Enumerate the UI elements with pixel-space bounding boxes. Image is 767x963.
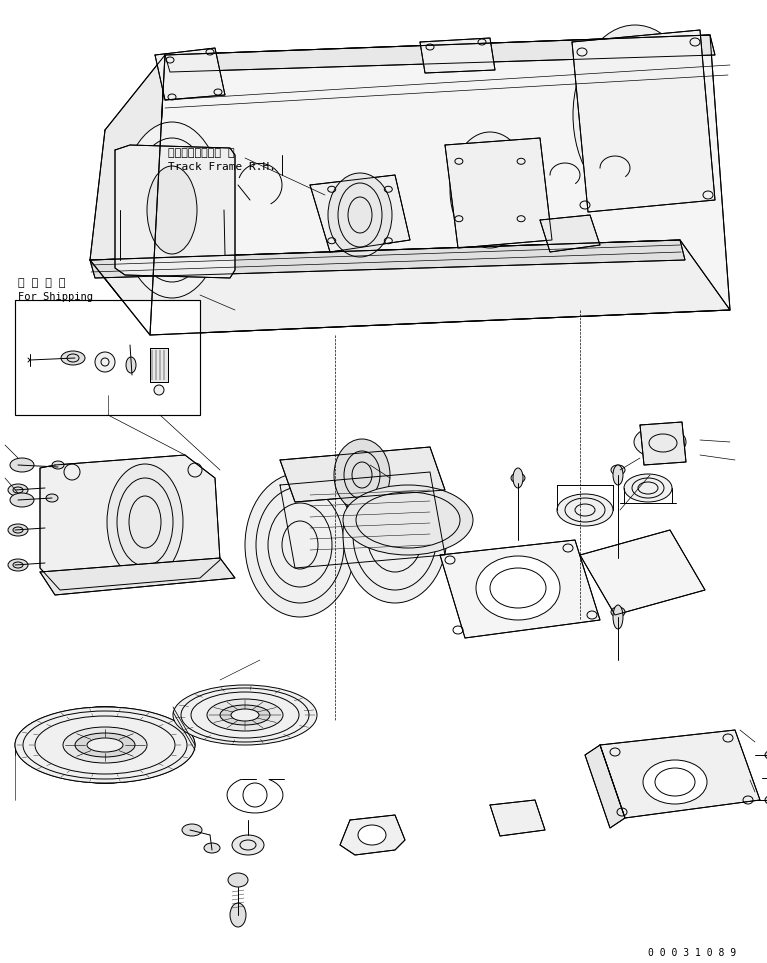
Polygon shape	[155, 48, 225, 100]
Ellipse shape	[173, 685, 317, 745]
Ellipse shape	[207, 699, 283, 731]
Ellipse shape	[220, 705, 270, 725]
Polygon shape	[150, 348, 168, 382]
Ellipse shape	[126, 357, 136, 373]
Polygon shape	[440, 540, 600, 638]
Ellipse shape	[182, 824, 202, 836]
Polygon shape	[115, 145, 235, 278]
Polygon shape	[490, 800, 545, 836]
Ellipse shape	[232, 835, 264, 855]
Ellipse shape	[511, 473, 525, 483]
Ellipse shape	[643, 760, 707, 804]
Ellipse shape	[624, 474, 672, 502]
Polygon shape	[310, 175, 410, 252]
Ellipse shape	[8, 559, 28, 571]
Text: For Shipping: For Shipping	[18, 292, 93, 302]
Polygon shape	[280, 472, 445, 568]
Ellipse shape	[87, 738, 123, 752]
Ellipse shape	[15, 707, 195, 783]
Polygon shape	[540, 215, 600, 252]
Text: Track Frame R.H.: Track Frame R.H.	[168, 162, 276, 172]
Ellipse shape	[46, 494, 58, 502]
Ellipse shape	[120, 122, 224, 298]
Ellipse shape	[613, 465, 623, 485]
Ellipse shape	[634, 426, 686, 458]
Ellipse shape	[228, 873, 248, 887]
Ellipse shape	[52, 461, 64, 469]
Ellipse shape	[765, 750, 767, 760]
Ellipse shape	[10, 458, 34, 472]
Ellipse shape	[450, 132, 530, 248]
Ellipse shape	[765, 795, 767, 805]
Text: 運  搜  部  品: 運 搜 部 品	[18, 278, 65, 288]
Circle shape	[154, 385, 164, 395]
Polygon shape	[150, 35, 730, 335]
Ellipse shape	[8, 524, 28, 536]
Circle shape	[95, 352, 115, 372]
Ellipse shape	[107, 464, 183, 580]
Ellipse shape	[328, 173, 392, 257]
Polygon shape	[165, 35, 715, 72]
Bar	[15, 300, 200, 415]
Ellipse shape	[75, 733, 135, 757]
Polygon shape	[640, 422, 686, 465]
Ellipse shape	[245, 473, 355, 617]
Ellipse shape	[573, 25, 697, 205]
Ellipse shape	[231, 709, 259, 721]
Ellipse shape	[334, 439, 390, 511]
Polygon shape	[445, 138, 552, 248]
Polygon shape	[572, 30, 715, 212]
Ellipse shape	[476, 556, 560, 620]
Ellipse shape	[147, 166, 197, 254]
Text: トラックフレーム  右: トラックフレーム 右	[168, 148, 235, 158]
Ellipse shape	[613, 605, 623, 629]
Ellipse shape	[513, 468, 523, 488]
Polygon shape	[600, 730, 760, 818]
Polygon shape	[585, 745, 625, 828]
Polygon shape	[280, 447, 445, 502]
Ellipse shape	[358, 825, 386, 845]
Polygon shape	[90, 240, 685, 278]
Polygon shape	[580, 530, 705, 615]
Polygon shape	[90, 55, 165, 335]
Ellipse shape	[343, 467, 447, 603]
Text: 0 0 0 3 1 0 8 9: 0 0 0 3 1 0 8 9	[648, 948, 736, 958]
Ellipse shape	[61, 351, 85, 365]
Ellipse shape	[343, 485, 473, 555]
Ellipse shape	[611, 465, 625, 475]
Polygon shape	[40, 558, 235, 595]
Ellipse shape	[15, 707, 195, 783]
Polygon shape	[90, 240, 730, 335]
Ellipse shape	[611, 607, 625, 617]
Polygon shape	[420, 38, 495, 73]
Ellipse shape	[63, 727, 147, 763]
Polygon shape	[340, 815, 405, 855]
Ellipse shape	[230, 903, 246, 927]
Polygon shape	[40, 455, 220, 590]
Ellipse shape	[10, 493, 34, 507]
Ellipse shape	[204, 843, 220, 853]
Ellipse shape	[8, 484, 28, 496]
Ellipse shape	[557, 494, 613, 526]
